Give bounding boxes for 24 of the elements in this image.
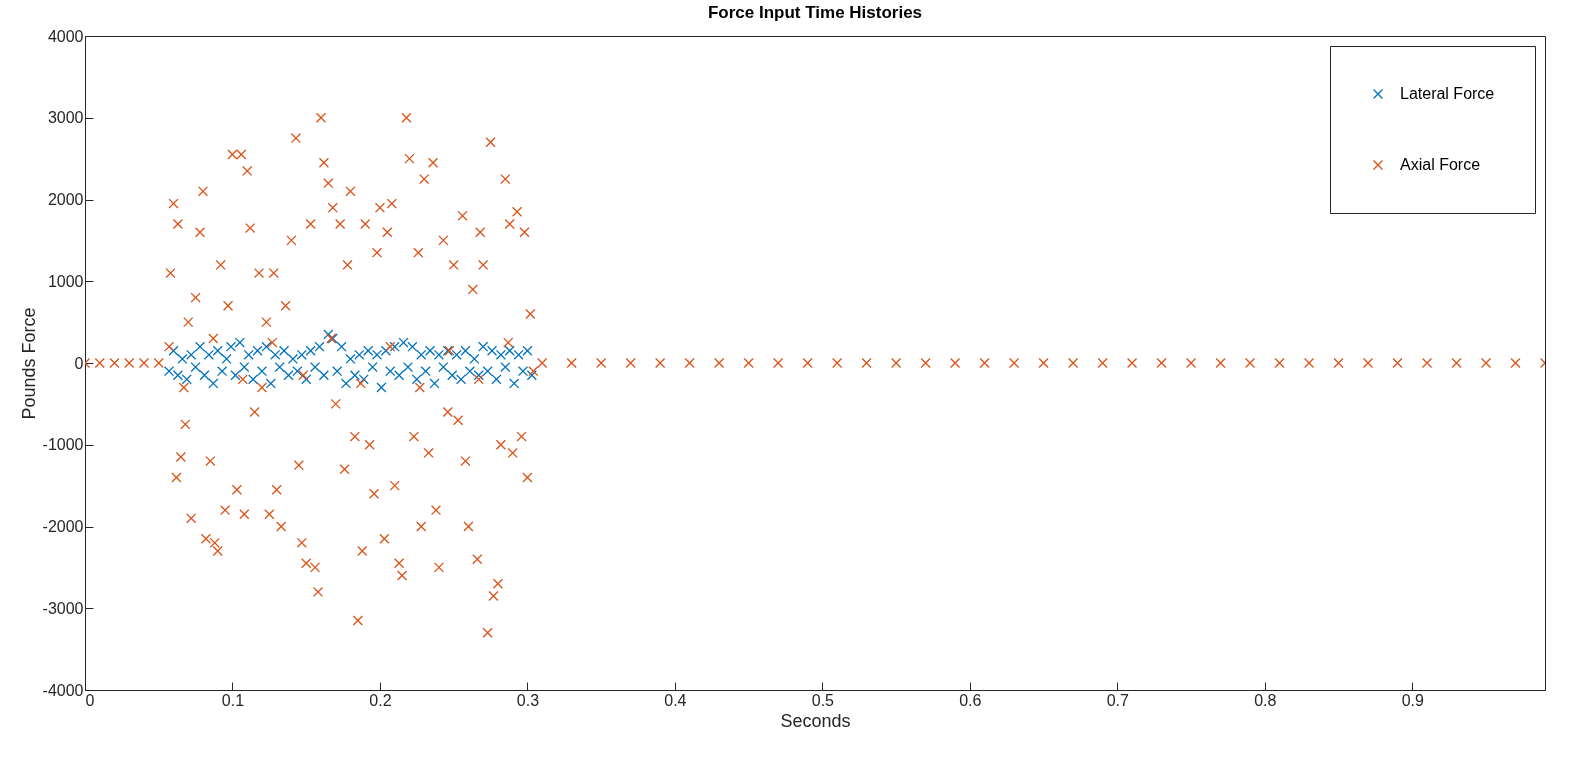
x-tick-label: 0.2 — [369, 691, 392, 709]
x-axis-title: Seconds — [780, 710, 851, 731]
y-tick-label: -4000 — [42, 681, 84, 699]
legend-label: Lateral Force — [1400, 85, 1495, 102]
y-tick-label: -3000 — [42, 599, 84, 617]
y-tick-label: -2000 — [42, 518, 84, 535]
x-tick-label: 0.3 — [516, 691, 540, 709]
x-tick-label: 0.1 — [221, 691, 245, 709]
y-axis-title: Pounds Force — [18, 307, 39, 420]
y-tick-label: 2000 — [47, 191, 84, 208]
y-tick-label: 1000 — [47, 272, 84, 290]
y-tick-label: 3000 — [47, 109, 84, 127]
y-tick-label: -1000 — [42, 436, 84, 454]
x-tick-label: 0.5 — [811, 691, 835, 709]
y-tick-label: 4000 — [47, 27, 84, 45]
x-tick-label: 0.7 — [1106, 691, 1130, 709]
y-tick-label: 0 — [74, 354, 84, 372]
chart-title: Force Input Time Histories — [707, 3, 923, 22]
x-tick-label: 0.8 — [1254, 691, 1277, 709]
x-tick-label: 0 — [85, 691, 95, 709]
x-tick-label: 0.4 — [664, 691, 687, 709]
legend-label: Axial Force — [1400, 156, 1481, 173]
x-tick-label: 0.6 — [959, 691, 982, 709]
x-tick-label: 0.9 — [1401, 691, 1424, 709]
